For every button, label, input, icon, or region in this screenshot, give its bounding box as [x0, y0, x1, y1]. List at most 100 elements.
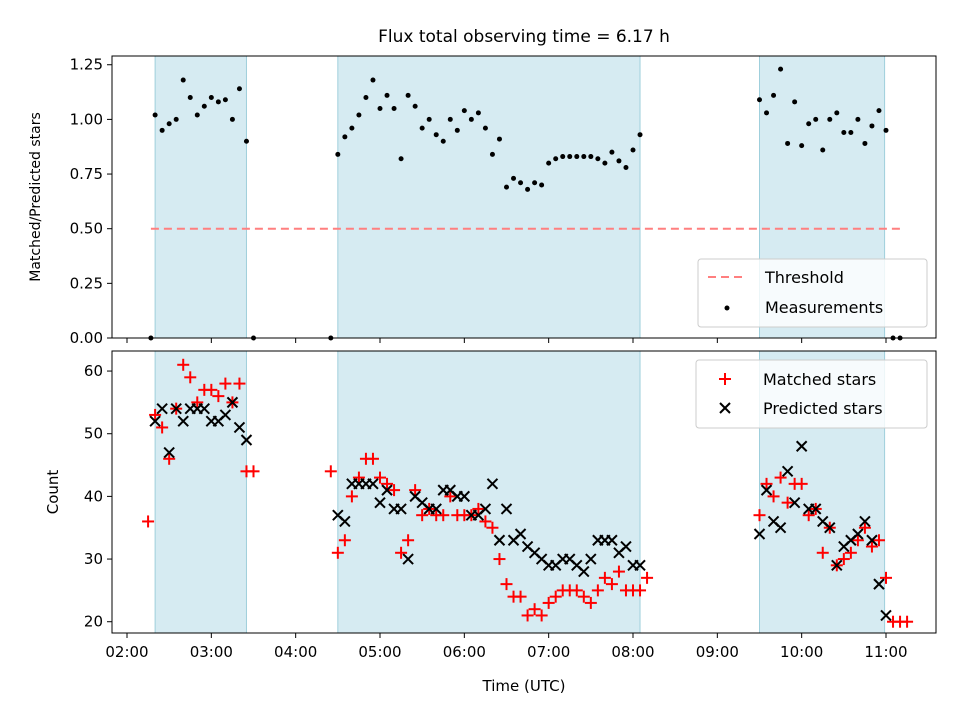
matched-stars-point: [388, 484, 401, 497]
predicted-stars-point: [240, 434, 253, 446]
matched-stars-point: [802, 509, 815, 522]
measurement-point: [869, 123, 875, 129]
y-tick-label: 30: [84, 550, 103, 568]
predicted-stars-point: [198, 402, 211, 415]
predicted-stars-point: [402, 553, 414, 565]
matched-stars-point: [338, 534, 351, 547]
predicted-stars-point: [852, 528, 864, 540]
matched-stars-point: [612, 565, 625, 578]
matched-stars-point: [479, 515, 492, 528]
y-tick-label: 50: [84, 425, 103, 443]
predicted-stars-point: [493, 534, 506, 546]
x-tick-label: 06:00: [443, 643, 486, 661]
matched-stars-point: [444, 490, 457, 503]
predicted-stars-point: [578, 565, 590, 578]
measurement-point: [468, 116, 474, 122]
matched-stars-point: [416, 509, 429, 522]
matched-stars-point: [500, 578, 513, 591]
y-tick-label: 40: [84, 487, 103, 505]
matched-stars-point: [205, 383, 218, 396]
predicted-stars-point: [163, 446, 175, 459]
measurement-point: [757, 97, 762, 103]
measurement-point: [159, 127, 165, 133]
matched-stars-point: [535, 609, 548, 622]
measurement-point: [229, 116, 235, 122]
measurement-point: [166, 121, 172, 127]
measurement-point: [553, 156, 559, 162]
measurement-point: [482, 125, 488, 131]
measurement-point: [356, 112, 362, 118]
bottom-panel: 20 30 40 50 60 02:00 03:00 04:00 05:00 06:00 07:0…: [44, 350, 937, 695]
matched-stars-point: [795, 477, 808, 490]
measurement-point: [384, 92, 390, 98]
matched-stars-point: [177, 358, 190, 371]
y-tick-label: 0.00: [70, 329, 103, 347]
matched-stars-point: [760, 477, 773, 490]
measurement-point: [454, 127, 460, 133]
measurement-point: [813, 116, 819, 122]
matched-stars-point: [345, 490, 358, 503]
x-tick-label: 07:00: [527, 643, 570, 661]
x-tick-label: 08:00: [611, 643, 654, 661]
measurement-point: [588, 154, 594, 160]
measurement-point: [447, 116, 453, 122]
matched-stars-point: [542, 596, 555, 609]
matched-stars-point: [872, 534, 885, 547]
measurement-point: [349, 125, 355, 131]
measurement-point: [426, 116, 432, 122]
measurement-point: [855, 116, 861, 122]
x-tick-label: 02:00: [105, 643, 148, 661]
measurement-point: [496, 136, 502, 142]
matched-stars-point: [774, 471, 787, 484]
measurement-point: [827, 116, 833, 122]
x-tick-label: 03:00: [190, 643, 233, 661]
measurement-point: [377, 105, 383, 111]
predicted-stars-point: [514, 528, 527, 540]
top-legend: Threshold Measurements: [697, 258, 928, 328]
predicted-stars-point: [760, 484, 773, 496]
measurement-point: [518, 180, 524, 186]
predicted-stars-point: [585, 553, 597, 565]
measurement-point: [602, 160, 608, 166]
measurement-point: [511, 175, 517, 181]
x-tick-label: 04:00: [274, 643, 317, 661]
measurement-point: [862, 140, 868, 146]
measurement-point: [778, 66, 784, 72]
legend-measurements-label: Measurements: [765, 298, 883, 317]
matched-stars-point: [395, 546, 408, 559]
predicted-stars-point: [753, 528, 766, 540]
measurement-point: [398, 156, 404, 162]
matched-stars-point: [605, 578, 618, 591]
matched-stars-point: [472, 502, 485, 515]
matched-stars-point: [880, 571, 892, 584]
predicted-stars-point: [795, 440, 808, 452]
predicted-stars-point: [149, 415, 161, 427]
predicted-stars-point: [781, 465, 794, 478]
matched-stars-point: [767, 490, 780, 503]
measurement-point: [574, 154, 580, 160]
measurement-point: [764, 110, 770, 116]
measurement-point: [883, 127, 889, 133]
measurement-point: [152, 112, 158, 118]
measurement-point: [630, 147, 636, 153]
matched-stars-point: [149, 408, 162, 421]
predicted-stars-point: [810, 503, 822, 515]
measurement-point: [335, 151, 341, 157]
measurement-point: [567, 154, 573, 160]
measurement-point: [194, 112, 200, 118]
measurement-point: [546, 160, 552, 166]
bottom-y-axis-label: Count: [44, 470, 62, 515]
matched-stars-point: [641, 571, 654, 584]
y-tick-label: 0.75: [70, 165, 103, 183]
predicted-stars-point: [788, 496, 801, 509]
measurement-point: [440, 138, 446, 144]
measurement-point: [609, 149, 615, 155]
matched-stars-point: [851, 534, 864, 547]
measurement-point: [785, 140, 791, 146]
matched-stars-point: [865, 540, 878, 553]
measurement-point: [391, 105, 397, 111]
predicted-stars-point: [170, 402, 182, 415]
predicted-stars-point: [774, 522, 787, 534]
predicted-stars-point: [880, 609, 892, 622]
